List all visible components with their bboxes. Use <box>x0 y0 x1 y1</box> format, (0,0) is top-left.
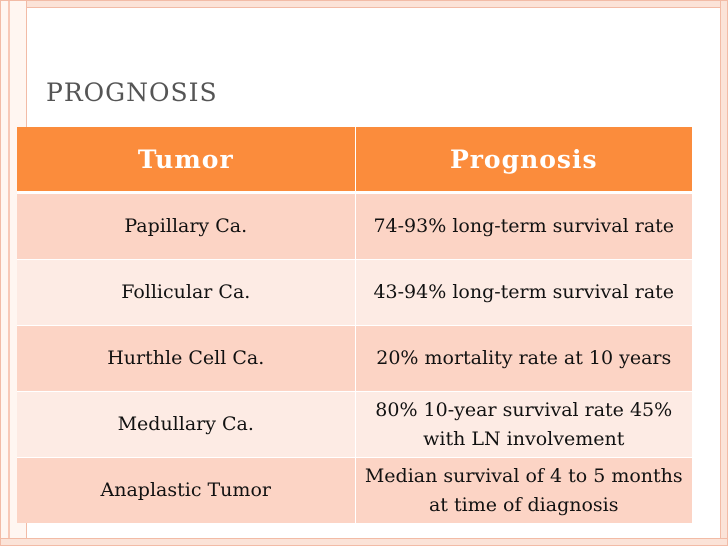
cell-prognosis: 43-94% long-term survival rate <box>354 259 692 326</box>
cell-tumor: Medullary Ca. <box>17 391 355 458</box>
table-header-row: Tumor Prognosis <box>17 127 692 194</box>
cell-tumor: Papillary Ca. <box>17 192 355 260</box>
table-row: Medullary Ca. 80% 10-year survival rate … <box>17 391 692 458</box>
frame-bottom <box>0 538 728 546</box>
cell-prognosis: 74-93% long-term survival rate <box>354 192 692 260</box>
cell-prognosis: Median survival of 4 to 5 months at time… <box>354 457 692 523</box>
table-row: Anaplastic Tumor Median survival of 4 to… <box>17 457 692 523</box>
header-tumor: Tumor <box>17 127 355 194</box>
slide-title: PROGNOSIS <box>46 78 218 107</box>
cell-prognosis: 80% 10-year survival rate 45% with LN in… <box>354 391 692 458</box>
frame-right <box>720 0 728 546</box>
frame-top <box>0 0 728 8</box>
header-prognosis: Prognosis <box>354 127 692 194</box>
cell-prognosis: 20% mortality rate at 10 years <box>354 325 692 392</box>
frame-left-line <box>8 0 10 546</box>
prognosis-table: Tumor Prognosis Papillary Ca. 74-93% lon… <box>17 127 692 523</box>
table-row: Hurthle Cell Ca. 20% mortality rate at 1… <box>17 325 692 392</box>
table-row: Papillary Ca. 74-93% long-term survival … <box>17 192 692 260</box>
cell-tumor: Follicular Ca. <box>17 259 355 326</box>
table-row: Follicular Ca. 43-94% long-term survival… <box>17 259 692 326</box>
cell-tumor: Hurthle Cell Ca. <box>17 325 355 392</box>
cell-tumor: Anaplastic Tumor <box>17 457 355 523</box>
